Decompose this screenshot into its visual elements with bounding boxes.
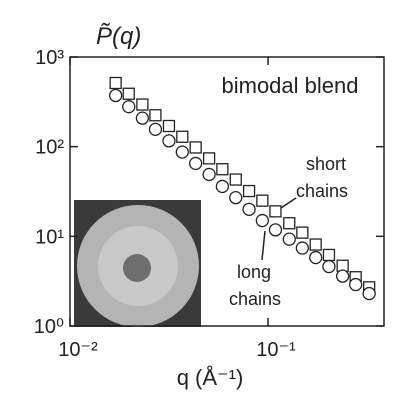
square-marker [123,88,134,99]
circle-marker [190,157,202,169]
square-marker [284,218,295,229]
circle-marker [110,90,122,102]
square-marker [310,239,321,250]
square-marker [244,186,255,197]
arrow [262,231,265,260]
circle-marker [230,192,242,204]
square-marker [137,99,148,110]
circle-marker [149,123,161,135]
circle-marker [269,224,281,236]
y-tick-label: 10⁰ [34,316,64,338]
x-axis-label: q (Å⁻¹) [177,365,244,390]
annotation: bimodal blend [222,73,359,98]
square-marker [204,153,215,164]
y-axis-label: P̃(q) [96,23,141,50]
square-marker [217,164,228,175]
square-marker [323,249,334,260]
circle-marker [337,270,349,282]
circle-marker [323,261,335,273]
circle-marker [216,180,228,192]
square-marker [297,227,308,238]
circle-marker [283,233,295,245]
square-marker [150,110,161,121]
arrow [281,198,296,208]
annotation: chains [296,181,348,201]
circle-marker [243,203,255,215]
annotation: chains [229,289,281,309]
inset-image [74,200,201,327]
circle-marker [296,242,308,254]
x-tick-label: 10⁻² [58,339,98,361]
circle-marker [203,168,215,180]
square-marker [230,174,241,185]
circle-marker [176,146,188,158]
circle-marker [136,112,148,124]
chart: P̃(q) q (Å⁻¹) bimodal blend short chains… [0,0,393,390]
circle-marker [350,279,362,291]
y-tick-label: 10² [35,137,64,159]
x-tick-label: 10⁻¹ [256,339,296,361]
inset-beamstop [123,254,151,282]
square-marker [163,121,174,132]
annotation: short [306,154,346,174]
circle-marker [256,215,268,227]
square-marker [270,206,281,217]
circle-marker [163,135,175,147]
square-marker [177,131,188,142]
square-marker [110,77,121,88]
y-tick-label: 10³ [35,47,64,69]
annotation: long [237,262,271,282]
circle-marker [310,252,322,264]
square-marker [190,142,201,153]
circle-marker [123,101,135,113]
circle-marker [363,288,375,300]
square-marker [257,195,268,206]
y-tick-label: 10¹ [35,226,64,248]
